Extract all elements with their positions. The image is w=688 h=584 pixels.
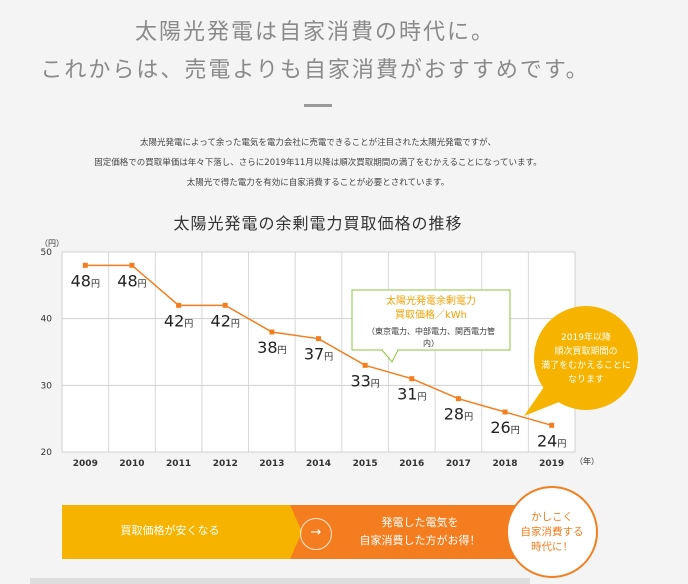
x-tick-label: 2018 (493, 459, 518, 469)
y-unit-label: （円） (40, 239, 64, 248)
band-right-line2: 自家消費した方がお得！ (359, 534, 481, 547)
data-label: 37円 (304, 345, 333, 364)
intro-line3: 太陽光で得た電力を有効に自家消費することが必要とされています。 (186, 178, 450, 188)
data-label: 42円 (211, 311, 240, 330)
data-label: 28円 (444, 405, 473, 424)
x-tick-label: 2011 (166, 459, 191, 469)
notice-bubble-tail (524, 384, 564, 416)
x-tick-label: 2016 (399, 459, 424, 469)
conclusion-circle: かしこく 自家消費する 時代に！ (506, 486, 598, 578)
data-point (362, 362, 368, 368)
notice-bubble (534, 306, 638, 410)
headline-line2: これからは、売電よりも自家消費がおすすめです。 (40, 58, 590, 83)
data-label: 42円 (164, 311, 193, 330)
x-tick-label: 2014 (306, 459, 331, 469)
callout-box (351, 289, 511, 351)
headline-line1: 太陽光発電は自家消費の時代に。 (134, 20, 495, 45)
conclusion-text: かしこく 自家消費する 時代に！ (520, 510, 584, 553)
notice-bubble-text: なります (568, 374, 604, 385)
data-label: 24円 (537, 431, 566, 450)
data-point (455, 396, 461, 402)
intro-line2: 固定価格での買取単価は年々下落し、さらに2019年11月以降は順次買取期間の満了… (94, 158, 542, 168)
data-label: 31円 (397, 385, 426, 404)
x-tick-label: 2017 (446, 459, 471, 469)
notice-bubble-text: 満了をむかえることに (541, 360, 631, 371)
data-point (176, 302, 182, 308)
notice-bubble-text: 順次買取期間の (554, 345, 617, 357)
x-tick-label: 2019 (539, 459, 564, 469)
arrow-right-icon: → (300, 518, 332, 550)
callout-note-line2: 内） (423, 338, 439, 348)
chart-title: 太陽光発電の余剰電力買取価格の推移 (173, 214, 463, 233)
data-point (316, 336, 321, 342)
divider (304, 104, 332, 107)
callout-title-line1: 太陽光発電余剰電力 (386, 294, 476, 307)
y-tick-label: 40 (41, 315, 53, 325)
callout-note-line1: （東京電力、中部電力、関西電力管 (367, 326, 495, 336)
y-tick-label: 50 (41, 248, 53, 258)
data-point (269, 329, 275, 335)
data-point (129, 262, 135, 268)
data-label: 26円 (490, 418, 519, 437)
x-tick-label: 2013 (259, 459, 284, 469)
data-point (409, 376, 415, 382)
data-label: 48円 (117, 271, 146, 290)
x-unit-label: （年） (575, 456, 599, 466)
callout-title-line2: 買取価格／kWh (395, 308, 467, 321)
x-tick-label: 2009 (73, 459, 98, 469)
notice-bubble-text: 2019年以降 (561, 331, 611, 343)
x-tick-label: 2010 (119, 459, 144, 469)
x-tick-label: 2015 (353, 459, 378, 469)
data-point (82, 262, 88, 268)
data-label: 48円 (71, 271, 100, 290)
band-right-text: 発電した電気を 自家消費した方がお得！ (340, 514, 500, 550)
data-label: 38円 (257, 338, 286, 357)
price-trend-chart: 20 30 40 50（円） 2009 2010 2011 2012 2013 2014 2015 2… (40, 239, 638, 469)
data-label: 33円 (350, 371, 379, 390)
scroll-bar[interactable] (30, 578, 530, 584)
y-tick-label: 30 (41, 381, 53, 391)
intro-line1: 太陽光発電によって余った電気を電力会社に売電できることが注目された太陽光発電です… (140, 138, 496, 148)
y-tick-label: 20 (41, 448, 53, 458)
data-point (222, 302, 228, 308)
data-point (502, 409, 508, 415)
data-point (549, 422, 555, 428)
band-right-line1: 発電した電気を (381, 516, 459, 529)
band-left-text: 買取価格が安くなる (120, 524, 220, 537)
x-tick-label: 2012 (213, 459, 238, 469)
